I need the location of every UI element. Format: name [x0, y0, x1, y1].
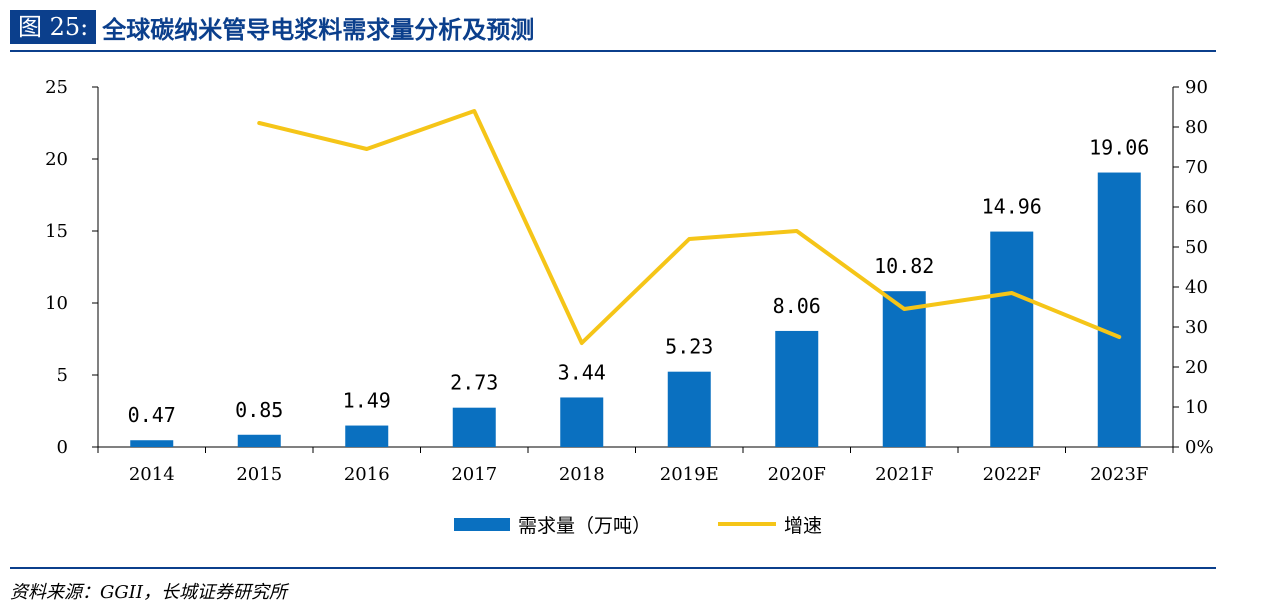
top-rule — [10, 50, 1216, 52]
bar-data-label: 14.96 — [982, 195, 1042, 219]
left-y-tick-label: 15 — [45, 221, 68, 242]
line-point — [366, 148, 368, 150]
bar-data-label: 1.49 — [343, 389, 391, 413]
right-y-tick-label: 0% — [1185, 437, 1214, 458]
line-point — [903, 308, 905, 310]
x-tick-label: 2018 — [559, 464, 605, 485]
x-tick-label: 2023F — [1090, 464, 1148, 485]
bottom-rule — [10, 567, 1216, 569]
right-y-tick-label: 30 — [1185, 317, 1208, 338]
bar-data-label: 3.44 — [558, 360, 606, 384]
left-y-tick-label: 25 — [45, 77, 68, 98]
figure-header: 图 25: 全球碳纳米管导电浆料需求量分析及预测 — [10, 8, 534, 46]
x-tick-label: 2015 — [236, 464, 282, 485]
x-tick-label: 2020F — [768, 464, 826, 485]
line-point — [1011, 292, 1013, 294]
bar — [667, 371, 711, 447]
bar-series — [130, 172, 1141, 447]
bar — [1097, 172, 1141, 447]
chart: 0.47 0.85 1.49 2.73 3.44 5.23 8.06 10.82 14.96 19… — [45, 77, 1214, 537]
bar — [237, 434, 281, 447]
left-y-tick-label: 20 — [45, 149, 68, 170]
legend: 需求量（万吨） 增速 — [454, 515, 822, 537]
right-y-tick-labels: 0% 10 20 30 40 50 60 70 80 90 — [1185, 77, 1214, 458]
right-y-tick-label: 60 — [1185, 197, 1208, 218]
right-y-tick-label: 70 — [1185, 157, 1208, 178]
legend-swatch-bar — [454, 518, 510, 531]
right-y-tick-label: 40 — [1185, 277, 1208, 298]
bar — [775, 330, 819, 447]
x-tick-label: 2022F — [983, 464, 1041, 485]
bar — [130, 440, 174, 447]
bar-data-label: 2.73 — [450, 371, 498, 395]
bar-data-label: 10.82 — [874, 254, 934, 278]
line-series — [257, 109, 1122, 345]
bar — [452, 407, 496, 447]
right-y-tick-label: 10 — [1185, 397, 1208, 418]
bar — [560, 397, 604, 447]
line-point — [581, 342, 583, 344]
legend-label-bar: 需求量（万吨） — [518, 515, 651, 537]
x-tick-label: 2017 — [451, 464, 497, 485]
left-y-tick-label: 5 — [57, 365, 68, 386]
right-y-tick-label: 50 — [1185, 237, 1208, 258]
bar-data-label: 0.85 — [235, 398, 283, 422]
x-tick-label: 2021F — [875, 464, 933, 485]
left-y-tick-label: 10 — [45, 293, 68, 314]
right-y-tick-label: 80 — [1185, 117, 1208, 138]
legend-label-line: 增速 — [784, 515, 822, 537]
x-tick-label: 2014 — [129, 464, 175, 485]
bar-data-label: 19.06 — [1089, 136, 1149, 160]
bar — [882, 291, 926, 447]
line-point — [258, 122, 260, 124]
bar — [345, 425, 389, 447]
line-point — [473, 110, 475, 112]
line-point — [688, 238, 690, 240]
left-y-tick-label: 0 — [57, 437, 68, 458]
bar-data-label: 8.06 — [773, 294, 821, 318]
x-tick-label: 2016 — [344, 464, 390, 485]
line-point — [1118, 336, 1120, 338]
bar — [990, 231, 1034, 447]
figure-title: 全球碳纳米管导电浆料需求量分析及预测 — [102, 15, 535, 44]
left-y-tick-labels: 0 5 10 15 20 25 — [45, 77, 68, 458]
right-y-tick-label: 90 — [1185, 77, 1208, 98]
bar-data-label: 5.23 — [665, 335, 713, 359]
figure-label: 图 25: — [10, 10, 97, 44]
right-y-tick-label: 20 — [1185, 357, 1208, 378]
line-point — [796, 230, 798, 232]
x-tick-label: 2019E — [660, 464, 719, 485]
bar-data-label: 0.47 — [128, 403, 176, 427]
x-tick-labels: 2014 2015 2016 2017 2018 2019E 2020F 2021F 2022F… — [129, 464, 1149, 485]
source-note: 资料来源：GGII，长城证券研究所 — [10, 582, 287, 603]
bar-data-labels: 0.47 0.85 1.49 2.73 3.44 5.23 8.06 10.82 14.96 19… — [128, 136, 1150, 428]
